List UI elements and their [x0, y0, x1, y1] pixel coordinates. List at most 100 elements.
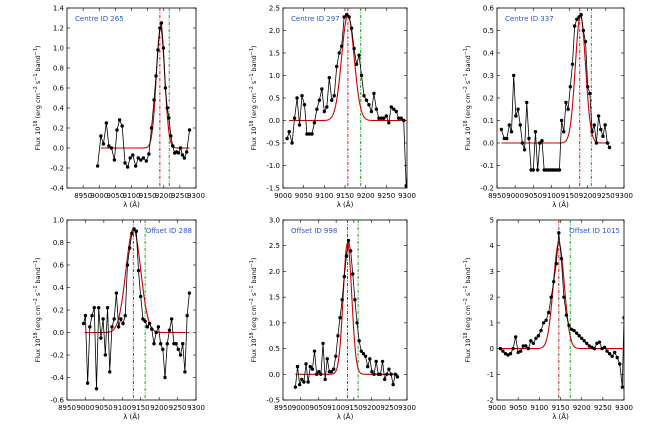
data-point	[385, 372, 389, 376]
data-point	[519, 349, 523, 353]
data-point	[317, 370, 321, 374]
y-tick-label: 2.0	[269, 268, 280, 276]
model-fit-line	[295, 242, 399, 375]
data-point	[169, 317, 174, 321]
y-tick-label: 0.4	[53, 105, 65, 113]
data-point	[352, 46, 356, 51]
panel-id-label: Centre ID 265	[75, 15, 124, 23]
data-point	[147, 152, 151, 156]
data-point	[499, 127, 504, 132]
data-point	[178, 353, 183, 357]
data-point	[359, 349, 363, 353]
y-tick-label: 0.2	[53, 307, 64, 315]
data-point	[310, 132, 314, 136]
x-tick-label: 9000	[488, 404, 506, 412]
y-axis-label: Flux 1018 (erg cm−2 s−1 band−1)	[33, 258, 42, 363]
x-axis-label: λ (Å)	[123, 200, 140, 209]
data-point	[123, 313, 127, 318]
data-point	[127, 246, 132, 250]
y-tick-label: 2	[490, 294, 494, 302]
data-point	[125, 165, 130, 169]
y-tick-label: -1.5	[266, 185, 280, 193]
y-tick-label: -1.0	[266, 162, 280, 170]
data-point	[577, 334, 581, 338]
data-point	[115, 128, 119, 132]
data-point	[368, 357, 372, 361]
model-fit-line	[100, 27, 190, 149]
data-point	[506, 353, 510, 357]
data-point	[285, 136, 289, 141]
x-tick-label: 9250	[380, 404, 398, 412]
data-point	[586, 85, 590, 89]
panel-4: 8950 9000 9050 9100 9150 9200 9250 9300 -0.6 -0.4…	[33, 217, 205, 422]
data-point	[498, 346, 503, 351]
data-point	[603, 123, 607, 127]
data-point	[184, 150, 189, 154]
data-point	[117, 118, 122, 122]
data-point	[406, 160, 407, 162]
x-tick-label: 8950	[74, 192, 92, 200]
data-point	[108, 370, 112, 374]
data-point	[587, 344, 591, 348]
data-point	[568, 85, 572, 89]
data-point	[359, 73, 364, 78]
data-point	[387, 367, 391, 371]
data-point	[90, 313, 94, 318]
data-point	[306, 380, 310, 384]
data-point	[99, 336, 103, 340]
plot-frame	[282, 219, 408, 401]
y-tick-label: 0.4	[53, 284, 65, 292]
data-point	[156, 48, 160, 52]
data-point	[342, 274, 346, 279]
data-point	[94, 387, 99, 391]
data-point	[602, 345, 607, 349]
data-point	[362, 94, 366, 98]
x-tick-label: 8950	[488, 192, 506, 200]
data-point	[105, 306, 110, 310]
data-point	[392, 107, 396, 111]
data-point	[290, 141, 294, 145]
y-tick-label: 0.2	[483, 95, 494, 103]
x-tick-label: 8950	[274, 404, 292, 412]
y-tick-label: 1.0	[269, 319, 280, 327]
data-point	[183, 370, 187, 374]
data-point	[399, 116, 403, 120]
data-point	[361, 352, 366, 356]
data-point	[304, 362, 308, 366]
data-point	[176, 347, 181, 352]
data-point	[607, 145, 612, 150]
data-point	[577, 15, 581, 19]
data-point	[601, 134, 605, 138]
data-point	[322, 109, 327, 114]
data-point	[145, 325, 150, 329]
y-tick-label: 0.4	[483, 50, 495, 58]
x-tick-label: 9150	[336, 192, 354, 200]
x-tick-label: 9250	[377, 192, 395, 200]
y-tick-label: -1	[487, 371, 494, 379]
data-point	[592, 123, 596, 127]
data-point	[622, 316, 624, 320]
data-point	[165, 106, 169, 110]
data-point	[107, 144, 111, 148]
data-point	[297, 382, 302, 387]
y-axis-label: Flux 1018 (erg cm−2 s−1 band−1)	[249, 258, 258, 363]
panel-5: 8950 9000 9050 9100 9150 9200 9250 9300 -0.5 0.0 0…	[249, 217, 416, 422]
data-point	[165, 342, 169, 346]
data-point	[508, 352, 513, 356]
data-point	[539, 328, 543, 333]
data-point	[136, 268, 141, 273]
data-point	[131, 153, 135, 157]
data-point	[139, 294, 143, 299]
data-point	[152, 342, 156, 346]
y-axis-label: Flux 1018 (erg cm−2 s−1 band−1)	[33, 46, 42, 151]
data-point	[97, 306, 101, 310]
data-point	[372, 372, 376, 376]
data-point	[379, 116, 384, 120]
x-tick-label: 9150	[345, 404, 363, 412]
data-point	[518, 123, 522, 127]
data-point	[293, 385, 298, 389]
data-point	[329, 370, 334, 374]
data-point	[391, 382, 395, 387]
data-point	[310, 367, 315, 371]
